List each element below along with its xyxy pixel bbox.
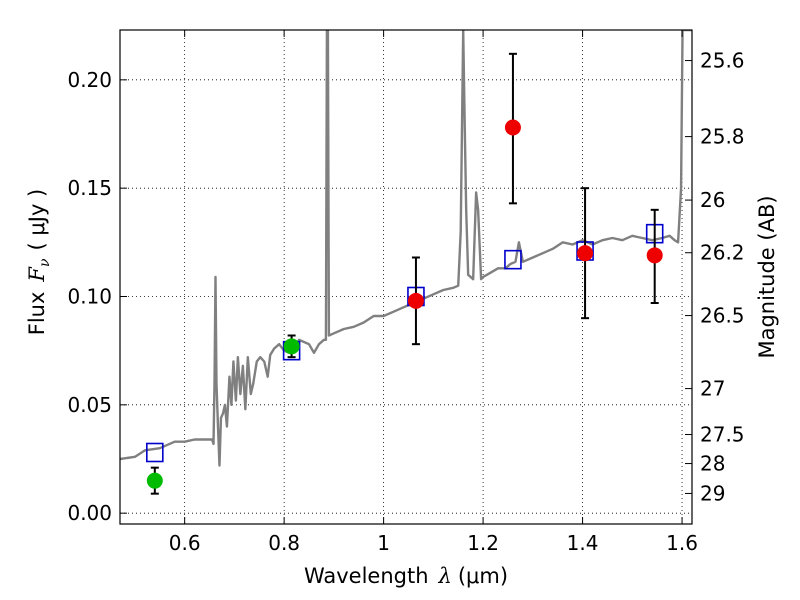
x-tick-label: 1.2 bbox=[467, 531, 499, 555]
plot-content bbox=[120, 30, 692, 495]
model-spectrum-line bbox=[120, 30, 692, 467]
x-axis-ticks: 0.6 0.8 1 1.2 1.4 1.6 bbox=[169, 30, 698, 555]
model-photometry-square bbox=[504, 249, 522, 270]
plot-frame bbox=[119, 29, 693, 525]
y-tick-label: 0.20 bbox=[67, 68, 112, 92]
y-axis-ticks: 0.00 0.05 0.10 0.15 0.20 bbox=[67, 68, 127, 525]
magnitude-tick-label: 26.2 bbox=[700, 241, 745, 265]
y-axis-title: FluxFν( μJy ) bbox=[25, 189, 53, 335]
x-tick-label: 1.4 bbox=[567, 531, 599, 555]
magnitude-tick-label: 27 bbox=[700, 377, 725, 401]
x-axis-title: Wavelength λ (μm) bbox=[304, 564, 508, 588]
magnitude-tick-label: 27.5 bbox=[700, 423, 745, 447]
y-tick-label: 0.00 bbox=[67, 501, 112, 525]
observed-point bbox=[504, 119, 521, 136]
x-tick-label: 1 bbox=[377, 531, 390, 555]
grid-lines bbox=[120, 30, 692, 524]
y-tick-label: 0.05 bbox=[67, 393, 112, 417]
y-tick-label: 0.10 bbox=[67, 285, 112, 309]
y-tick-label: 0.15 bbox=[67, 176, 112, 200]
model-photometry-square bbox=[146, 442, 164, 463]
observed-point bbox=[646, 247, 663, 264]
magnitude-tick-label: 26 bbox=[700, 188, 725, 212]
magnitude-tick-label: 25.8 bbox=[700, 125, 745, 149]
x-tick-label: 1.6 bbox=[666, 531, 698, 555]
magnitude-tick-label: 29 bbox=[700, 481, 725, 505]
observed-point bbox=[407, 292, 424, 309]
magnitude-axis-title: Magnitude (AB) bbox=[755, 195, 779, 358]
observed-point bbox=[146, 472, 163, 489]
x-tick-label: 0.8 bbox=[268, 531, 300, 555]
magnitude-tick-label: 28 bbox=[700, 452, 725, 476]
magnitude-axis-ticks: 25.6 25.8 26 26.2 26.5 27 27.5 28 29 bbox=[685, 49, 745, 505]
observed-point bbox=[577, 245, 594, 262]
observed-points-layer bbox=[146, 119, 663, 489]
x-tick-label: 0.6 bbox=[169, 531, 201, 555]
magnitude-tick-label: 26.5 bbox=[700, 304, 745, 328]
spectrum-layer bbox=[120, 30, 692, 467]
magnitude-tick-label: 25.6 bbox=[700, 49, 745, 73]
observed-point bbox=[283, 338, 300, 355]
